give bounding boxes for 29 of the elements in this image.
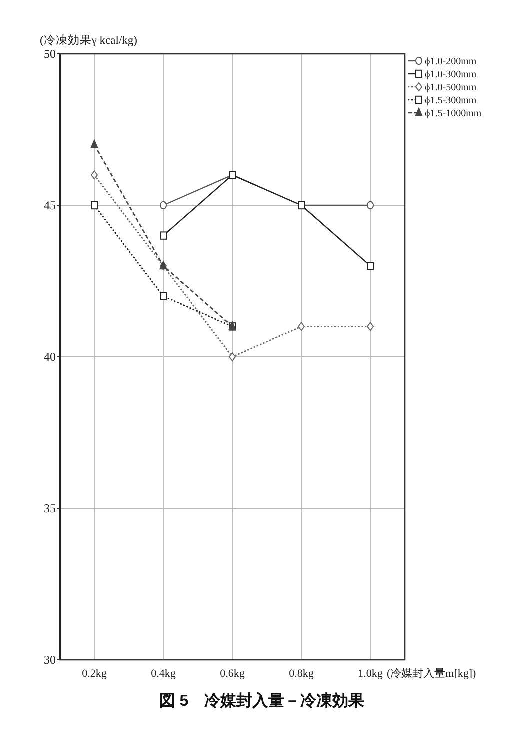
point	[91, 201, 98, 210]
y-tick-label: 35	[44, 502, 56, 516]
x-tick-label: 1.0kg	[358, 668, 384, 680]
y-tick-label: 50	[44, 47, 56, 61]
x-tick-label: 0.8kg	[289, 668, 314, 680]
x-tick-label: 0.2kg	[82, 668, 108, 680]
y-tick-label: 40	[44, 350, 56, 364]
legend-label: ϕ1.0-500mm	[425, 82, 477, 94]
x-tick-label: 0.6kg	[220, 668, 246, 680]
point	[91, 170, 98, 180]
point	[367, 322, 374, 332]
legend-label: ϕ1.0-300mm	[425, 70, 477, 80]
y-tick-label: 45	[44, 198, 56, 212]
y-tick-label: 30	[44, 653, 56, 667]
point	[160, 201, 167, 210]
point	[160, 292, 167, 300]
point	[229, 352, 236, 362]
point	[298, 322, 305, 332]
x-axis-title: (冷媒封入量m[kg])	[387, 667, 477, 680]
point	[160, 232, 167, 240]
text: 図 5 冷媒封入量－冷凍効果	[159, 692, 366, 710]
point	[367, 262, 374, 270]
point	[90, 140, 98, 148]
point	[367, 201, 374, 210]
y-axis-title: (冷凍効果γ kcal/kg)	[40, 34, 138, 47]
legend-label: ϕ1.5-300mm	[425, 96, 477, 106]
x-tick-label: 0.4kg	[151, 668, 176, 680]
legend-label: ϕ1.5-1000mm	[425, 108, 482, 120]
legend-label: ϕ1.0-200mm	[425, 56, 477, 68]
